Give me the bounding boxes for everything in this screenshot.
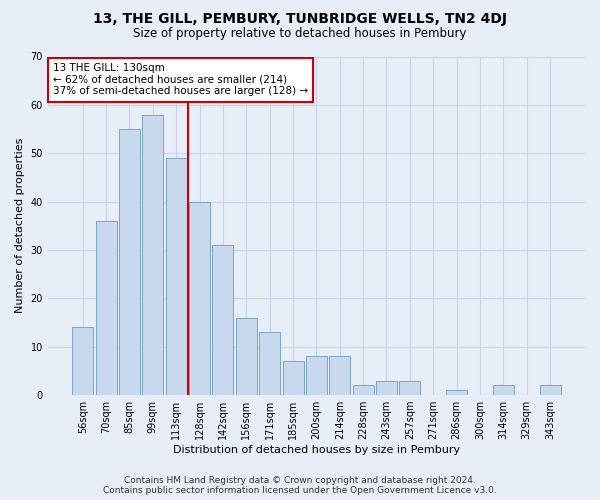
Bar [353, 386, 374, 395]
Bar [142, 114, 163, 395]
Bar [493, 386, 514, 395]
Text: 13, THE GILL, PEMBURY, TUNBRIDGE WELLS, TN2 4DJ: 13, THE GILL, PEMBURY, TUNBRIDGE WELLS, … [93, 12, 507, 26]
Bar [212, 245, 233, 395]
Bar [189, 202, 210, 395]
Text: Size of property relative to detached houses in Pembury: Size of property relative to detached ho… [133, 28, 467, 40]
Text: Contains HM Land Registry data © Crown copyright and database right 2024.
Contai: Contains HM Land Registry data © Crown c… [103, 476, 497, 495]
Bar [306, 356, 327, 395]
Bar [72, 328, 93, 395]
Bar [329, 356, 350, 395]
Text: 13 THE GILL: 130sqm
← 62% of detached houses are smaller (214)
37% of semi-detac: 13 THE GILL: 130sqm ← 62% of detached ho… [53, 64, 308, 96]
Bar [446, 390, 467, 395]
Bar [119, 129, 140, 395]
Y-axis label: Number of detached properties: Number of detached properties [15, 138, 25, 314]
Bar [236, 318, 257, 395]
X-axis label: Distribution of detached houses by size in Pembury: Distribution of detached houses by size … [173, 445, 460, 455]
Bar [283, 361, 304, 395]
Bar [539, 386, 560, 395]
Bar [400, 380, 421, 395]
Bar [166, 158, 187, 395]
Bar [376, 380, 397, 395]
Bar [95, 221, 116, 395]
Bar [259, 332, 280, 395]
